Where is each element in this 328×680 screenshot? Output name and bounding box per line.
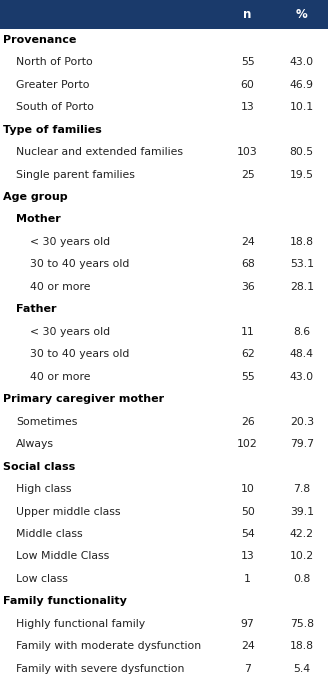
- Text: 1: 1: [244, 574, 251, 584]
- Text: Family with severe dysfunction: Family with severe dysfunction: [16, 664, 185, 674]
- Text: Always: Always: [16, 439, 54, 449]
- Text: Provenance: Provenance: [3, 35, 77, 45]
- Text: 36: 36: [241, 282, 255, 292]
- Text: 5.4: 5.4: [293, 664, 310, 674]
- Text: 43.0: 43.0: [290, 372, 314, 381]
- Text: Family with moderate dysfunction: Family with moderate dysfunction: [16, 641, 201, 651]
- Text: 26: 26: [241, 417, 255, 426]
- Text: 18.8: 18.8: [290, 641, 314, 651]
- Text: Highly functional family: Highly functional family: [16, 619, 146, 629]
- Text: 55: 55: [241, 372, 255, 381]
- Text: 8.6: 8.6: [293, 327, 310, 337]
- Text: 54: 54: [241, 529, 255, 539]
- Text: 55: 55: [241, 57, 255, 67]
- Text: 24: 24: [241, 237, 255, 247]
- Text: 39.1: 39.1: [290, 507, 314, 517]
- Text: 30 to 40 years old: 30 to 40 years old: [30, 260, 129, 269]
- Text: 7.8: 7.8: [293, 484, 310, 494]
- Text: 30 to 40 years old: 30 to 40 years old: [30, 350, 129, 359]
- Text: High class: High class: [16, 484, 72, 494]
- Text: 80.5: 80.5: [290, 147, 314, 157]
- Text: Social class: Social class: [3, 462, 75, 472]
- Text: < 30 years old: < 30 years old: [30, 327, 110, 337]
- Text: Low Middle Class: Low Middle Class: [16, 551, 110, 562]
- Text: 60: 60: [241, 80, 255, 90]
- Text: 10.2: 10.2: [290, 551, 314, 562]
- Text: 68: 68: [241, 260, 255, 269]
- Text: Middle class: Middle class: [16, 529, 83, 539]
- Text: 50: 50: [241, 507, 255, 517]
- Text: Father: Father: [16, 305, 57, 314]
- Text: 24: 24: [241, 641, 255, 651]
- Text: 10.1: 10.1: [290, 102, 314, 112]
- Text: 62: 62: [241, 350, 255, 359]
- Text: 20.3: 20.3: [290, 417, 314, 426]
- Text: Upper middle class: Upper middle class: [16, 507, 121, 517]
- Text: Greater Porto: Greater Porto: [16, 80, 90, 90]
- Text: 11: 11: [241, 327, 255, 337]
- Text: 103: 103: [237, 147, 258, 157]
- Text: 25: 25: [241, 169, 255, 180]
- Text: 42.2: 42.2: [290, 529, 314, 539]
- Text: 43.0: 43.0: [290, 57, 314, 67]
- Text: 102: 102: [237, 439, 258, 449]
- Text: 97: 97: [241, 619, 255, 629]
- Text: Type of families: Type of families: [3, 124, 102, 135]
- Text: Sometimes: Sometimes: [16, 417, 78, 426]
- Text: Family functionality: Family functionality: [3, 596, 127, 607]
- Text: 75.8: 75.8: [290, 619, 314, 629]
- Text: Age group: Age group: [3, 192, 68, 202]
- Text: Single parent families: Single parent families: [16, 169, 135, 180]
- Text: Low class: Low class: [16, 574, 68, 584]
- Text: < 30 years old: < 30 years old: [30, 237, 110, 247]
- Text: 53.1: 53.1: [290, 260, 314, 269]
- Text: 19.5: 19.5: [290, 169, 314, 180]
- Bar: [0, 0, 328, 29]
- Text: 28.1: 28.1: [290, 282, 314, 292]
- Text: South of Porto: South of Porto: [16, 102, 94, 112]
- Text: 46.9: 46.9: [290, 80, 314, 90]
- Text: 0.8: 0.8: [293, 574, 310, 584]
- Text: 7: 7: [244, 664, 251, 674]
- Text: 79.7: 79.7: [290, 439, 314, 449]
- Text: North of Porto: North of Porto: [16, 57, 93, 67]
- Text: Nuclear and extended families: Nuclear and extended families: [16, 147, 183, 157]
- Text: 48.4: 48.4: [290, 350, 314, 359]
- Text: %: %: [296, 7, 308, 21]
- Text: n: n: [243, 7, 252, 21]
- Text: Primary caregiver mother: Primary caregiver mother: [3, 394, 164, 404]
- Text: 13: 13: [241, 102, 255, 112]
- Text: 10: 10: [241, 484, 255, 494]
- Text: Mother: Mother: [16, 214, 61, 224]
- Text: 40 or more: 40 or more: [30, 372, 90, 381]
- Text: 18.8: 18.8: [290, 237, 314, 247]
- Text: 13: 13: [241, 551, 255, 562]
- Text: 40 or more: 40 or more: [30, 282, 90, 292]
